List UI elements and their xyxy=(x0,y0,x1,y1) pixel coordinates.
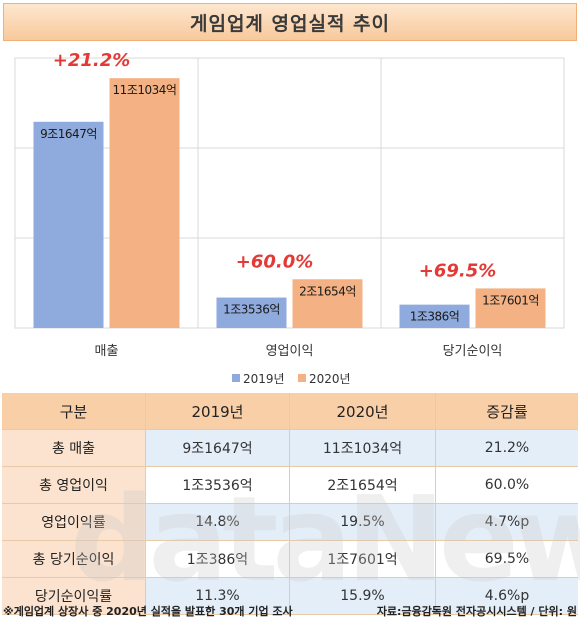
table-cell: 11.3% xyxy=(145,577,290,615)
table-cell: 1조386억 xyxy=(145,540,290,578)
table-header-cell: 구분 xyxy=(2,393,146,430)
table-cell: 15.9% xyxy=(289,577,436,615)
bar-value-label: 1조386억 xyxy=(410,310,460,324)
table-cell: 2조1654억 xyxy=(289,466,436,504)
row-label: 당기순이익률 xyxy=(2,577,146,615)
table-cell: 4.7%p xyxy=(435,503,578,541)
footer-source: 자료:금융감독원 전자공시시스템 / 단위: 원 xyxy=(376,605,577,618)
table-cell: 21.2% xyxy=(435,429,578,467)
table-row: 총 당기순이익 1조386억 1조7601억 69.5% xyxy=(2,540,578,578)
bar-2019 xyxy=(216,297,287,328)
growth-label: +69.5% xyxy=(419,260,497,281)
category-label: 영업이익 xyxy=(266,344,314,359)
bar-2020 xyxy=(292,279,363,328)
row-label: 영업이익률 xyxy=(2,503,146,541)
table-cell: 60.0% xyxy=(435,466,578,504)
bar-2019 xyxy=(33,121,104,328)
plot-area xyxy=(14,57,565,329)
table-cell: 69.5% xyxy=(435,540,578,578)
footer: ※게임업계 상장사 중 2020년 실적을 발표한 30개 기업 조사 자료:금… xyxy=(3,601,577,621)
title-bar: 게임업계 영업실적 추이 xyxy=(3,3,577,41)
bar-value-label: 9조1647억 xyxy=(40,127,97,141)
row-label: 총 당기순이익 xyxy=(2,540,146,578)
table-cell: 11조1034억 xyxy=(289,429,436,467)
table-header-cell: 증감률 xyxy=(435,393,578,430)
page-title: 게임업계 영업실적 추이 xyxy=(189,12,391,35)
bar-chart: 9조1647억 11조1034억 +21.2% 매출 1조3536억 2조1654억 +60… xyxy=(14,50,565,386)
table-cell: 1조3536억 xyxy=(145,466,290,504)
bar-value-label: 2조1654억 xyxy=(299,284,356,298)
bar-value-label: 1조3536억 xyxy=(223,303,280,317)
row-label: 총 영업이익 xyxy=(2,466,146,504)
summary-table: 구분 2019년 2020년 증감률 총 매출 9조1647억 11조1034억… xyxy=(2,393,578,615)
table-header-cell: 2020년 xyxy=(289,393,436,430)
legend-label: 2020년 xyxy=(309,372,351,386)
bar-value-label: 11조1034억 xyxy=(113,83,177,97)
table-cell: 1조7601억 xyxy=(289,540,436,578)
category-label: 당기순이익 xyxy=(443,344,503,359)
bar-2020 xyxy=(109,78,180,329)
table-row: 영업이익률 14.8% 19.5% 4.7%p xyxy=(2,503,578,541)
table-cell: 4.6%p xyxy=(435,577,578,615)
table-row: 총 매출 9조1647억 11조1034억 21.2% xyxy=(2,429,578,467)
legend-label: 2019년 xyxy=(243,372,285,386)
bar-2019 xyxy=(399,304,470,328)
growth-label: +21.2% xyxy=(53,50,131,71)
footer-note: ※게임업계 상장사 중 2020년 실적을 발표한 30개 기업 조사 xyxy=(3,605,293,618)
table-cell: 14.8% xyxy=(145,503,290,541)
table-row: 총 영업이익 1조3536억 2조1654억 60.0% xyxy=(2,466,578,504)
category-label: 매출 xyxy=(95,344,119,359)
table-row: 당기순이익률 11.3% 15.9% 4.6%p xyxy=(2,577,578,615)
table-cell: 9조1647억 xyxy=(145,429,290,467)
row-label: 총 매출 xyxy=(2,429,146,467)
legend-swatch xyxy=(232,374,240,382)
bar-value-label: 1조7601억 xyxy=(482,293,539,307)
growth-label: +60.0% xyxy=(236,251,314,272)
table-header-row: 구분 2019년 2020년 증감률 xyxy=(2,393,578,430)
table-header-cell: 2019년 xyxy=(145,393,290,430)
table-cell: 19.5% xyxy=(289,503,436,541)
bar-2020 xyxy=(475,288,546,328)
legend-swatch xyxy=(298,374,306,382)
